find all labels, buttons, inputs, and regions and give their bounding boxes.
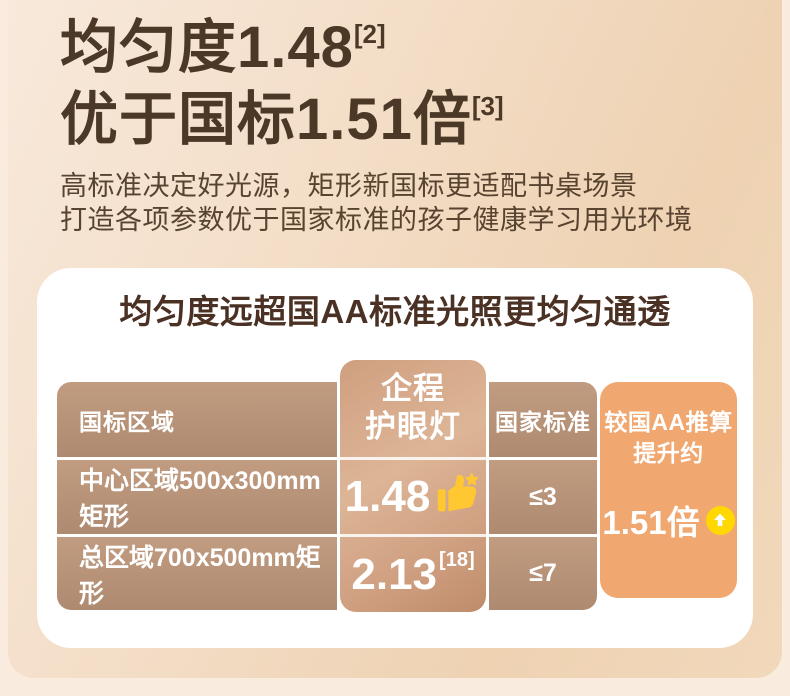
row-divider [340, 534, 486, 537]
hero-title-line1: 均匀度1.48 [60, 15, 354, 80]
hero-title: 均匀度1.48[2] 优于国标1.51倍[3] [60, 12, 693, 156]
improvement-panel: 较国AA推算 提升约 1.51倍 [600, 382, 737, 598]
product-value-text: 2.13 [351, 549, 438, 599]
product-header-cell: 企程 护眼灯 [340, 370, 486, 446]
product-footnote-18: [18] [439, 549, 475, 571]
comparison-card-title: 均匀度远超国AA标准光照更均匀通透 [119, 293, 671, 330]
promo-content-block: 均匀度1.48[2] 优于国标1.51倍[3] 高标准决定好光源，矩形新国标更适… [8, 0, 782, 678]
region-header-cell: 国标区域 [57, 382, 337, 457]
hero-footnote-2: [2] [353, 19, 386, 49]
hero-subtitle-line1: 高标准决定好光源，矩形新国标更适配书桌场景 [60, 170, 638, 201]
standard-row-total: ≤7 [489, 537, 597, 610]
product-column: 企程 护眼灯 1.48 2.13 [18] [340, 360, 486, 612]
improvement-label-line1: 较国AA推算 [604, 409, 733, 435]
product-value-total: 2.13 [18] [340, 537, 486, 612]
region-column: 国标区域 中心区域500x300mm矩形 总区域700x500mm矩形 [57, 382, 337, 610]
hero-section: 均匀度1.48[2] 优于国标1.51倍[3] 高标准决定好光源，矩形新国标更适… [60, 12, 693, 237]
improvement-value-text: 1.51倍 [602, 504, 700, 541]
hero-footnote-3: [3] [471, 90, 504, 121]
region-row-center: 中心区域500x300mm矩形 [57, 460, 337, 534]
improvement-value: 1.51倍 [600, 496, 737, 544]
row-divider [340, 457, 486, 460]
improvement-label-line2: 提升约 [633, 440, 704, 466]
product-value-center: 1.48 [340, 460, 486, 534]
thumbs-up-with-star-icon [438, 472, 480, 512]
standard-header-cell: 国家标准 [489, 382, 597, 457]
standard-row-center: ≤3 [489, 460, 597, 534]
hero-subtitle-line2: 打造各项参数优于国家标准的孩子健康学习用光环境 [60, 204, 693, 235]
comparison-card: 均匀度远超国AA标准光照更均匀通透 国标区域 中心区域500x300mm矩形 总… [37, 268, 753, 648]
standard-column: 国家标准 ≤3 ≤7 [489, 382, 597, 610]
up-arrow-circle-icon [705, 505, 735, 535]
product-brand-line2: 护眼灯 [365, 409, 461, 444]
hero-subtitle: 高标准决定好光源，矩形新国标更适配书桌场景 打造各项参数优于国家标准的孩子健康学… [60, 169, 693, 237]
region-row-total: 总区域700x500mm矩形 [57, 537, 337, 610]
product-value-text: 1.48 [344, 472, 431, 521]
product-brand-line1: 企程 [381, 371, 445, 406]
hero-title-line2: 优于国标1.51倍 [60, 86, 472, 152]
improvement-label: 较国AA推算 提升约 [600, 382, 737, 469]
